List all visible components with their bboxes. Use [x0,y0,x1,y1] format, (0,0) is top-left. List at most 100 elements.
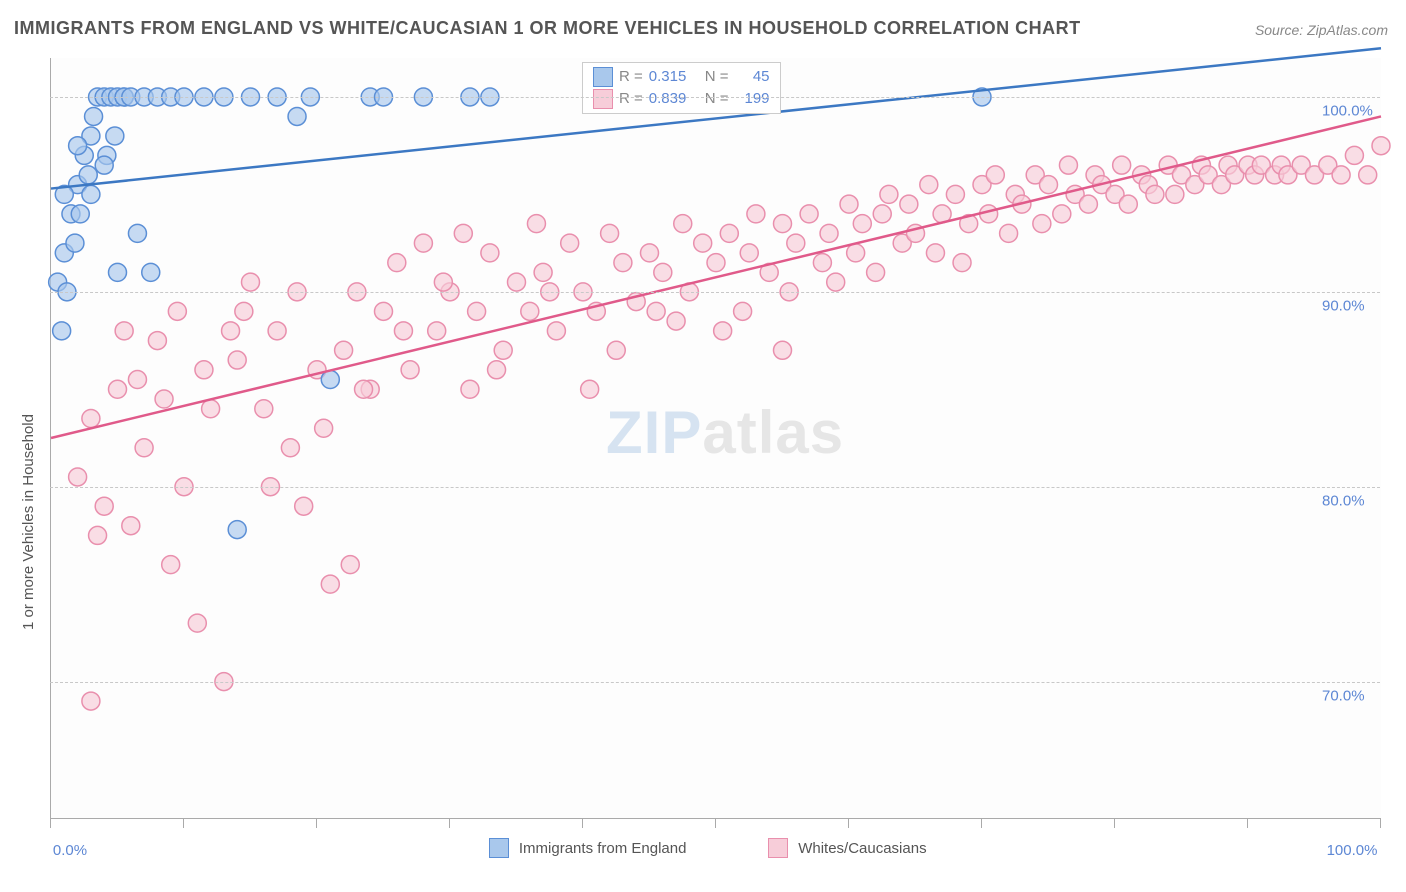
blue-point [128,224,146,242]
pink-point [1113,156,1131,174]
x-tick-mark [1247,818,1248,828]
pink-point [561,234,579,252]
pink-point [1040,176,1058,194]
pink-point [1059,156,1077,174]
pink-point [488,361,506,379]
pink-point [494,341,512,359]
gridline [50,682,1380,683]
pink-point [774,215,792,233]
pink-point [674,215,692,233]
pink-point [135,439,153,457]
pink-point [162,556,180,574]
pink-point [1146,185,1164,203]
pink-swatch-icon [593,89,613,109]
pink-point [394,322,412,340]
r-label: R = [619,88,643,110]
pink-point [1119,195,1137,213]
pink-point [401,361,419,379]
pink-point [853,215,871,233]
plot-area: ZIPatlas [50,58,1381,819]
blue-point [71,205,89,223]
blue-swatch-icon [489,838,509,858]
pink-point [720,224,738,242]
blue-series-label: Immigrants from England [519,840,687,857]
pink-point [740,244,758,262]
pink-point [734,302,752,320]
x-tick-label: 100.0% [1327,842,1378,859]
pink-point [774,341,792,359]
blue-point [82,185,100,203]
blue-r-value: 0.315 [649,66,699,88]
stats-row-blue: R = 0.315 N = 45 [593,66,770,88]
n-label: N = [705,66,729,88]
pink-point [1359,166,1377,184]
pink-point [414,234,432,252]
pink-point [1053,205,1071,223]
pink-point [920,176,938,194]
pink-point [242,273,260,291]
pink-point [115,322,133,340]
pink-point [128,371,146,389]
pink-point [534,263,552,281]
blue-point [288,107,306,125]
x-tick-mark [848,818,849,828]
pink-point [335,341,353,359]
pink-point [122,517,140,535]
pink-point [667,312,685,330]
pink-point [900,195,918,213]
pink-point [388,254,406,272]
pink-point [228,351,246,369]
r-label: R = [619,66,643,88]
y-tick-label: 70.0% [1322,687,1365,704]
pink-point [109,380,127,398]
pink-point [747,205,765,223]
pink-point [820,224,838,242]
pink-point [315,419,333,437]
x-tick-mark [582,818,583,828]
pink-point [434,273,452,291]
x-tick-mark [316,818,317,828]
gridline [50,292,1380,293]
pink-r-value: 0.839 [649,88,699,110]
pink-point [508,273,526,291]
x-tick-mark [183,818,184,828]
pink-point [694,234,712,252]
pink-point [1345,146,1363,164]
pink-point [341,556,359,574]
pink-point [82,410,100,428]
pink-point [89,526,107,544]
pink-point [1079,195,1097,213]
pink-point [375,302,393,320]
x-tick-mark [981,818,982,828]
pink-point [281,439,299,457]
pink-point [581,380,599,398]
x-tick-mark [715,818,716,828]
y-axis-label: 1 or more Vehicles in Household [20,414,37,630]
pink-point [880,185,898,203]
pink-point [986,166,1004,184]
pink-point [787,234,805,252]
pink-point [707,254,725,272]
pink-point [355,380,373,398]
pink-point [614,254,632,272]
pink-point [321,575,339,593]
pink-point [813,254,831,272]
pink-point [1166,185,1184,203]
y-tick-label: 80.0% [1322,492,1365,509]
pink-point [69,468,87,486]
pink-point [428,322,446,340]
pink-point [641,244,659,262]
blue-point [142,263,160,281]
pink-point [953,254,971,272]
pink-point [714,322,732,340]
pink-point [195,361,213,379]
blue-point [79,166,97,184]
pink-point [468,302,486,320]
pink-point [647,302,665,320]
stats-row-pink: R = 0.839 N = 199 [593,88,770,110]
pink-point [235,302,253,320]
pink-point [521,302,539,320]
x-tick-mark [449,818,450,828]
blue-point [228,521,246,539]
gridline [50,97,1380,98]
